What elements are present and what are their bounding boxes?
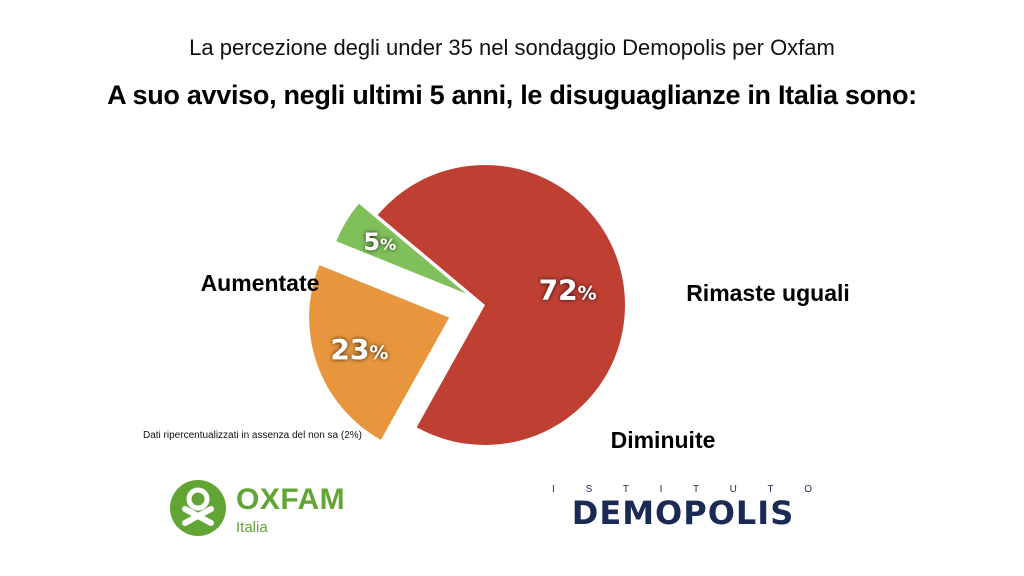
oxfam-wordmark: OXFAM — [236, 483, 346, 516]
pie-value-label: 23% — [330, 333, 388, 366]
oxfam-emblem-icon — [170, 480, 226, 536]
demopolis-istituto: I S T I T U T O — [552, 484, 814, 495]
demopolis-wordmark: DEMOPOLIS — [571, 494, 795, 532]
pie-slice-rimaste-uguali — [309, 265, 450, 440]
pie-value-label: 5% — [363, 228, 396, 256]
chart-title: A suo avviso, negli ultimi 5 anni, le di… — [107, 80, 917, 110]
pie-value-label: 72% — [539, 274, 597, 307]
oxfam-logo: OXFAM Italia — [168, 477, 345, 539]
pie-category-label: Rimaste uguali — [686, 280, 850, 306]
chart-subtitle: La percezione degli under 35 nel sondagg… — [189, 35, 835, 60]
pie-slice-diminuite — [336, 203, 467, 294]
pie-category-label: Diminuite — [611, 427, 716, 453]
oxfam-subtitle: Italia — [236, 519, 268, 536]
demopolis-logo: I S T I T U T O DEMOPOLIS — [552, 484, 814, 534]
pie-slice-aumentate — [377, 164, 625, 445]
pie-category-label: Aumentate — [201, 270, 320, 296]
footnote: Dati ripercentualizzati in assenza del n… — [143, 430, 362, 441]
